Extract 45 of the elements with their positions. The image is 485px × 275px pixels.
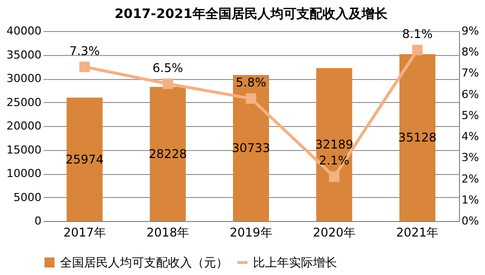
- x-tick-label: 2017年: [63, 226, 106, 240]
- x-tick-label: 2018年: [146, 226, 190, 240]
- data-label: 32189: [315, 138, 354, 152]
- y-tick-label: 25000: [6, 96, 42, 109]
- legend-label: 全国居民人均可支配收入（元）: [60, 256, 228, 270]
- y-tick-label: 5000: [14, 190, 42, 204]
- y2-tick-label: 8%: [462, 46, 479, 59]
- bar: [399, 54, 436, 221]
- legend-label: 比上年实际增长: [253, 256, 337, 270]
- y2-tick-label: 7%: [462, 66, 479, 80]
- y2-tick-label: 9%: [462, 24, 479, 38]
- y2-tick-label: 0%: [462, 214, 479, 228]
- y2-tick-label: 6%: [462, 88, 479, 101]
- point: [246, 93, 256, 104]
- data-label: 6.5%: [152, 60, 184, 75]
- bar: [233, 75, 269, 221]
- y-tick-label: 15000: [6, 143, 42, 156]
- y-tick-label: 10000: [6, 167, 42, 180]
- y-tick-label: 35000: [6, 48, 42, 62]
- data-label: 5.8%: [236, 76, 266, 90]
- x-tick-label: 2021年: [396, 226, 439, 240]
- data-label: 7.3%: [69, 44, 100, 58]
- bar: [66, 98, 103, 221]
- data-label: 30733: [232, 141, 270, 156]
- y2-tick-label: 3%: [462, 151, 479, 164]
- data-label: 8.1%: [402, 27, 433, 41]
- x-tick-label: 2019年: [230, 226, 272, 240]
- y2-tick-label: 5%: [462, 108, 479, 122]
- chart-title: 2017-2021年全国居民人均可支配收入及增长: [114, 6, 388, 22]
- point: [328, 171, 340, 182]
- y-tick-label: 30000: [6, 72, 42, 85]
- data-label: 28228: [148, 146, 187, 161]
- bar: [316, 68, 352, 221]
- bar: [150, 86, 186, 221]
- point: [162, 78, 174, 90]
- y2-tick-label: 1%: [462, 193, 479, 206]
- point: [79, 62, 90, 72]
- x-tick-label: 2020年: [312, 226, 356, 240]
- point: [412, 44, 423, 56]
- data-label: 2.1%: [318, 154, 350, 168]
- y-tick-label: 20000: [6, 120, 42, 132]
- y-tick-label: 40000: [6, 24, 42, 38]
- y2-tick-label: 4%: [462, 130, 479, 144]
- y2-tick-label: 2%: [462, 172, 479, 186]
- y-tick-label: 0: [34, 214, 42, 228]
